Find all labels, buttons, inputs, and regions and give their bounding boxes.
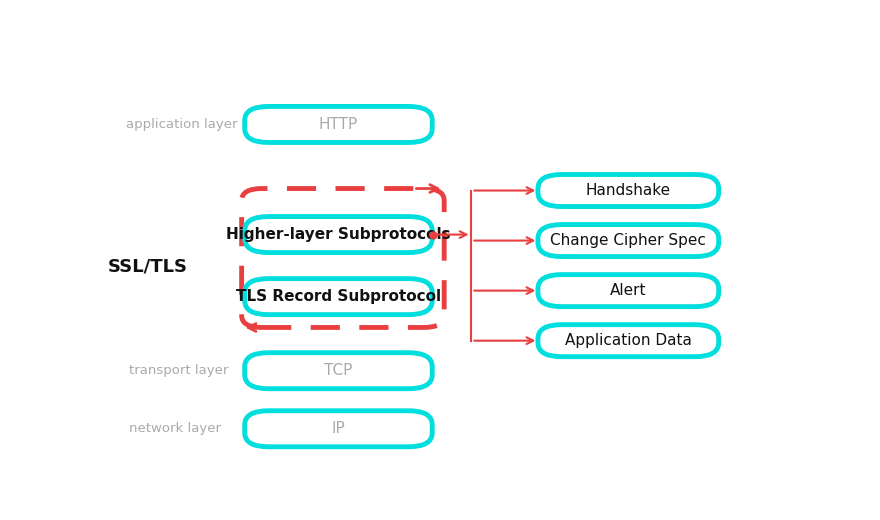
Text: HTTP: HTTP — [319, 117, 358, 132]
FancyBboxPatch shape — [245, 353, 432, 389]
FancyBboxPatch shape — [538, 275, 719, 307]
Text: IP: IP — [332, 421, 345, 436]
Text: Alert: Alert — [610, 283, 647, 298]
Text: network layer: network layer — [128, 422, 221, 435]
Text: Change Cipher Spec: Change Cipher Spec — [550, 233, 707, 248]
Text: application layer: application layer — [126, 118, 238, 131]
FancyBboxPatch shape — [245, 279, 432, 315]
Text: TCP: TCP — [325, 363, 353, 378]
Text: Handshake: Handshake — [586, 183, 671, 198]
Text: SSL/TLS: SSL/TLS — [107, 257, 187, 276]
FancyBboxPatch shape — [245, 411, 432, 447]
FancyBboxPatch shape — [538, 175, 719, 206]
Text: Higher-layer Subprotocols: Higher-layer Subprotocols — [226, 227, 451, 242]
Text: transport layer: transport layer — [128, 364, 228, 377]
FancyBboxPatch shape — [538, 324, 719, 357]
Text: TLS Record Subprotocol: TLS Record Subprotocol — [236, 289, 441, 304]
Text: Application Data: Application Data — [565, 333, 692, 348]
FancyBboxPatch shape — [245, 216, 432, 253]
FancyBboxPatch shape — [245, 107, 432, 142]
FancyBboxPatch shape — [538, 225, 719, 256]
